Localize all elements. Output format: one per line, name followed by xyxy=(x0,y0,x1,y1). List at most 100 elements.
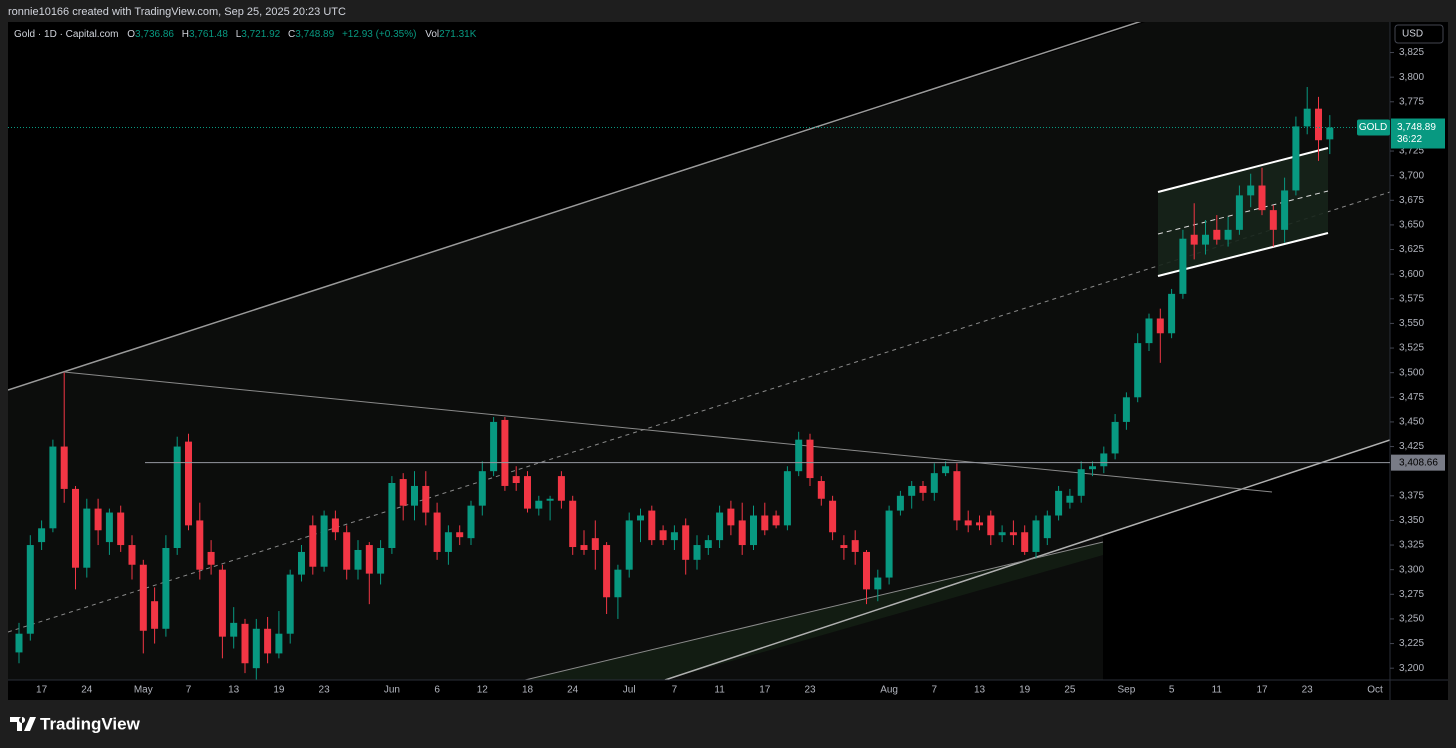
y-tick-label: 3,275 xyxy=(1399,589,1424,600)
channel-top xyxy=(8,22,1142,391)
candle-body xyxy=(964,520,972,526)
candle-body xyxy=(1224,229,1232,240)
candle-body xyxy=(750,515,757,546)
y-tick-label: 3,625 xyxy=(1399,244,1424,255)
y-tick-label: 3,350 xyxy=(1399,515,1424,526)
ohlc-value: 3,736.86 xyxy=(135,29,174,40)
candle-body xyxy=(433,512,441,552)
candle-body xyxy=(241,623,249,664)
currency-box[interactable] xyxy=(1394,24,1444,44)
candle-body xyxy=(1303,108,1311,127)
candle-body xyxy=(105,512,113,543)
candle-body xyxy=(399,479,407,506)
candle-body xyxy=(783,471,791,526)
candle-body xyxy=(467,505,475,539)
candle-body xyxy=(942,466,950,474)
candle-body xyxy=(704,540,712,549)
candle-body xyxy=(772,515,780,526)
candle-body xyxy=(953,471,961,521)
y-tick-label: 3,600 xyxy=(1399,269,1424,280)
change: +12.93 (+0.35%) xyxy=(342,29,417,40)
candle-body xyxy=(501,419,509,486)
candle-body xyxy=(320,515,328,567)
candle-body xyxy=(614,569,622,598)
candle-body xyxy=(727,508,735,526)
candle-body xyxy=(264,628,272,654)
x-tick-label: 18 xyxy=(522,685,534,696)
ohlc-value: 3,761.48 xyxy=(189,29,228,40)
candle-body xyxy=(1100,453,1108,467)
candle-body xyxy=(1168,293,1176,334)
candle-body xyxy=(49,446,57,529)
candle-body xyxy=(230,622,238,637)
x-tick-label: Jul xyxy=(623,685,636,696)
candle-body xyxy=(38,528,46,543)
y-tick-label: 3,800 xyxy=(1399,72,1424,83)
y-tick-label: 3,700 xyxy=(1399,170,1424,181)
candle-body xyxy=(535,500,543,509)
candle-body xyxy=(15,633,23,653)
hline-label-box xyxy=(1391,454,1445,471)
x-tick-label: 12 xyxy=(477,685,489,696)
candle-body xyxy=(682,525,690,560)
candle-body xyxy=(670,532,678,541)
candle-body xyxy=(151,601,159,629)
candle-body xyxy=(456,532,464,538)
candle-body xyxy=(885,510,893,578)
x-tick-label: 19 xyxy=(273,685,285,696)
candle-body xyxy=(896,495,904,511)
x-tick-label: 11 xyxy=(714,685,725,696)
candle-body xyxy=(365,545,373,574)
currency[interactable]: USD xyxy=(1402,29,1423,40)
candle-body xyxy=(388,482,396,549)
candle-body xyxy=(1190,234,1198,245)
y-tick-label: 3,525 xyxy=(1399,343,1424,354)
footer: TradingView xyxy=(10,714,141,733)
candle-body xyxy=(1122,397,1130,422)
x-tick-label: 5 xyxy=(1169,685,1175,696)
x-tick-label: 24 xyxy=(567,685,579,696)
x-tick-label: 13 xyxy=(228,685,240,696)
candle-body xyxy=(422,485,430,513)
candle-body xyxy=(1089,466,1096,470)
x-tick-label: 7 xyxy=(932,685,938,696)
candle-body xyxy=(94,508,102,531)
y-tick-label: 3,550 xyxy=(1399,318,1424,329)
candle-body xyxy=(1055,490,1063,516)
candle-body xyxy=(851,540,859,552)
x-tick-label: 23 xyxy=(319,685,331,696)
candle-body xyxy=(196,520,204,570)
candle-body xyxy=(139,564,147,631)
ohlc-key: H xyxy=(182,29,189,40)
x-tick-label: 13 xyxy=(974,685,986,696)
candle-body xyxy=(591,538,599,550)
candle-body xyxy=(761,515,769,531)
candle-body xyxy=(603,545,611,598)
x-tick-label: 25 xyxy=(1064,685,1076,696)
candle-body xyxy=(930,473,938,493)
candle-body xyxy=(185,441,192,526)
candle-body xyxy=(1179,238,1187,294)
candle-body xyxy=(1032,520,1040,552)
candle-body xyxy=(795,439,803,472)
candle-body xyxy=(1281,190,1289,230)
y-tick-label: 3,825 xyxy=(1399,47,1424,58)
candle-body xyxy=(1315,108,1322,141)
candle-body xyxy=(478,471,486,506)
y-tick-label: 3,725 xyxy=(1399,146,1424,157)
candle-body xyxy=(377,548,385,574)
ohlc-key: L xyxy=(236,29,242,40)
candle-body xyxy=(648,510,656,541)
candle-body xyxy=(1021,532,1029,552)
candle-body xyxy=(976,522,983,526)
x-tick-label: May xyxy=(134,685,153,696)
candle-body xyxy=(275,633,283,654)
legend: Gold · 1D · Capital.com O3,736.86 H3,761… xyxy=(14,29,477,40)
hline-label: 3,408.66 xyxy=(1399,457,1438,468)
candle-body xyxy=(1258,185,1266,211)
y-tick-label: 3,575 xyxy=(1399,293,1424,304)
candle-body xyxy=(840,545,848,549)
candle-body xyxy=(569,500,577,548)
y-tick-label: 3,425 xyxy=(1399,441,1424,452)
